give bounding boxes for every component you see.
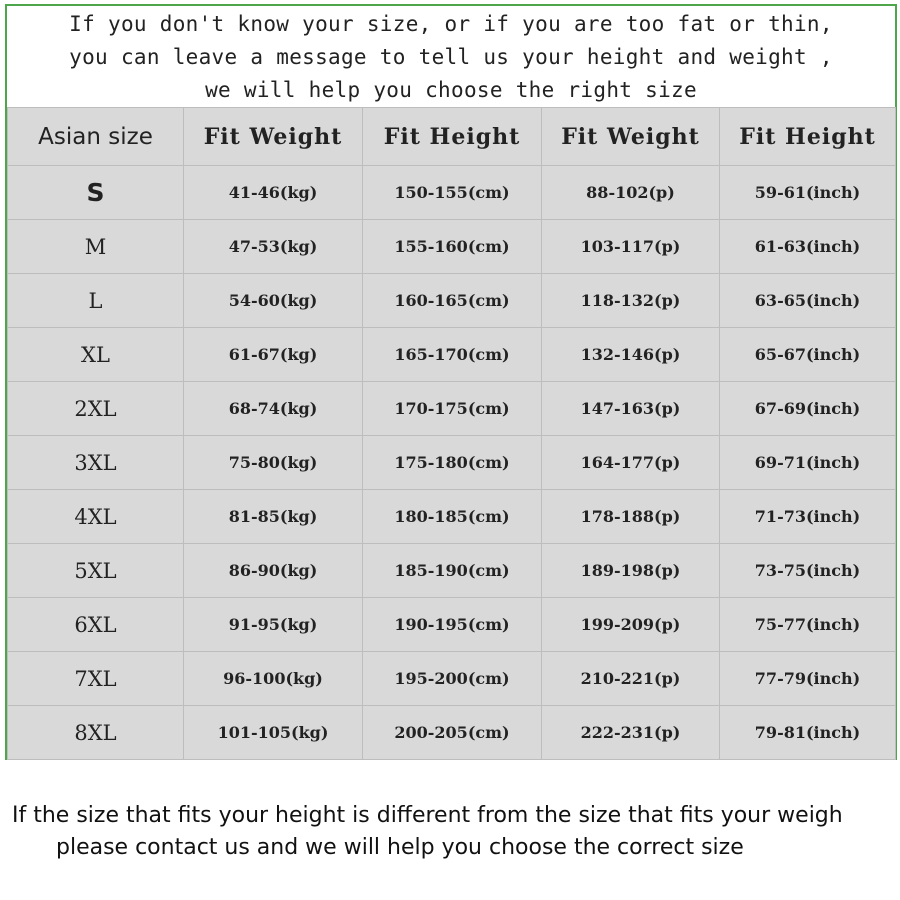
table-cell: 103-117(p) — [541, 219, 720, 274]
table-row: 6XL 91-95(kg) 190-195(cm) 199-209(p) 75-77(i… — [7, 597, 896, 652]
size-label: 3XL — [7, 435, 184, 490]
table-cell: 195-200(cm) — [362, 651, 542, 706]
table-cell: 63-65(inch) — [719, 273, 896, 328]
size-label: L — [7, 273, 184, 328]
table-cell: 165-170(cm) — [362, 327, 542, 382]
table-cell: 190-195(cm) — [362, 597, 542, 652]
footer-note: If the size that fits your height is dif… — [12, 800, 843, 864]
table-cell: 67-69(inch) — [719, 381, 896, 436]
table-cell: 47-53(kg) — [183, 219, 363, 274]
table-cell: 210-221(p) — [541, 651, 720, 706]
table-cell: 178-188(p) — [541, 489, 720, 544]
note-line: please contact us and we will help you c… — [56, 835, 744, 860]
column-header: Fit Height — [719, 107, 896, 166]
note-line: If the size that fits your height is dif… — [12, 803, 843, 828]
table-cell: 96-100(kg) — [183, 651, 363, 706]
size-label: 8XL — [7, 705, 184, 760]
table-cell: 189-198(p) — [541, 543, 720, 598]
table-cell: 79-81(inch) — [719, 705, 896, 760]
table-row: 2XL 68-74(kg) 170-175(cm) 147-163(p) 67-69(i… — [7, 381, 896, 436]
column-header: Fit Weight — [541, 107, 720, 166]
table-cell: 222-231(p) — [541, 705, 720, 760]
table-cell: 77-79(inch) — [719, 651, 896, 706]
intro-line: If you don't know your size, or if you a… — [69, 12, 833, 36]
size-label: 6XL — [7, 597, 184, 652]
table-cell: 59-61(inch) — [719, 165, 896, 220]
size-label: 4XL — [7, 489, 184, 544]
table-cell: 155-160(cm) — [362, 219, 542, 274]
table-cell: 118-132(p) — [541, 273, 720, 328]
header-row: Asian size Fit Weight Fit Height Fit Weight… — [7, 107, 896, 166]
table-cell: 170-175(cm) — [362, 381, 542, 436]
size-label: XL — [7, 327, 184, 382]
table-cell: 101-105(kg) — [183, 705, 363, 760]
table-cell: 180-185(cm) — [362, 489, 542, 544]
intro-line: we will help you choose the right size — [205, 78, 697, 102]
column-header: Asian size — [7, 107, 184, 166]
size-label: 7XL — [7, 651, 184, 706]
table-cell: 160-165(cm) — [362, 273, 542, 328]
table-row: 4XL 81-85(kg) 180-185(cm) 178-188(p) 71-73(i… — [7, 489, 896, 544]
table-cell: 132-146(p) — [541, 327, 720, 382]
table-cell: 200-205(cm) — [362, 705, 542, 760]
table-row: 7XL 96-100(kg) 195-200(cm) 210-221(p) 77-79(… — [7, 651, 896, 706]
table-cell: 41-46(kg) — [183, 165, 363, 220]
size-label: 2XL — [7, 381, 184, 436]
size-label: 5XL — [7, 543, 184, 598]
size-chart: If you don't know your size, or if you a… — [5, 4, 897, 760]
table-cell: 199-209(p) — [541, 597, 720, 652]
table-cell: 75-80(kg) — [183, 435, 363, 490]
table-cell: 61-67(kg) — [183, 327, 363, 382]
table-row: S 41-46(kg) 150-155(cm) 88-102(p) 59-61(inch… — [7, 165, 896, 220]
intro-text: If you don't know your size, or if you a… — [7, 6, 895, 107]
table-cell: 61-63(inch) — [719, 219, 896, 274]
table-cell: 88-102(p) — [541, 165, 720, 220]
table-row: M 47-53(kg) 155-160(cm) 103-117(p) 61-63(inc… — [7, 219, 896, 274]
table-cell: 54-60(kg) — [183, 273, 363, 328]
table-cell: 164-177(p) — [541, 435, 720, 490]
table-cell: 71-73(inch) — [719, 489, 896, 544]
table-cell: 73-75(inch) — [719, 543, 896, 598]
size-label: M — [7, 219, 184, 274]
table-cell: 65-67(inch) — [719, 327, 896, 382]
table-cell: 175-180(cm) — [362, 435, 542, 490]
table-cell: 185-190(cm) — [362, 543, 542, 598]
table-row: XL 61-67(kg) 165-170(cm) 132-146(p) 65-67(in… — [7, 327, 896, 382]
table-cell: 86-90(kg) — [183, 543, 363, 598]
size-table: Asian size Fit Weight Fit Height Fit Weight… — [7, 107, 896, 760]
size-label: S — [7, 165, 184, 220]
table-cell: 75-77(inch) — [719, 597, 896, 652]
column-header: Fit Weight — [183, 107, 363, 166]
table-cell: 150-155(cm) — [362, 165, 542, 220]
table-row: 3XL 75-80(kg) 175-180(cm) 164-177(p) 69-71(i… — [7, 435, 896, 490]
table-cell: 91-95(kg) — [183, 597, 363, 652]
table-row: 5XL 86-90(kg) 185-190(cm) 189-198(p) 73-75(i… — [7, 543, 896, 598]
table-row: L 54-60(kg) 160-165(cm) 118-132(p) 63-65(inc… — [7, 273, 896, 328]
table-row: 8XL 101-105(kg) 200-205(cm) 222-231(p) 79-81… — [7, 705, 896, 760]
table-cell: 147-163(p) — [541, 381, 720, 436]
column-header: Fit Height — [362, 107, 542, 166]
table-cell: 81-85(kg) — [183, 489, 363, 544]
table-cell: 69-71(inch) — [719, 435, 896, 490]
table-cell: 68-74(kg) — [183, 381, 363, 436]
intro-line: you can leave a message to tell us your … — [69, 45, 833, 69]
